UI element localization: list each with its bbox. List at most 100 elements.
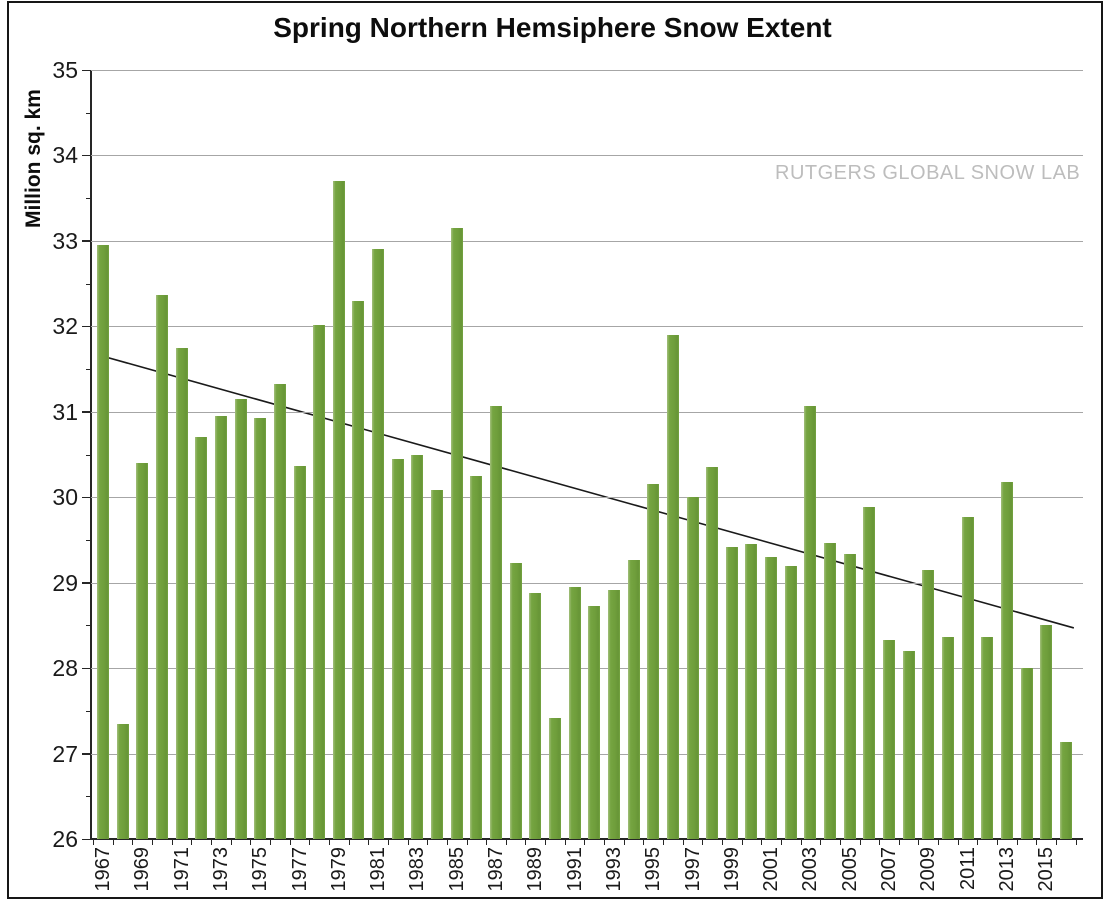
y-tick-label-35: 35 bbox=[52, 57, 78, 83]
x-tick bbox=[859, 839, 861, 845]
y-major-tick-33 bbox=[82, 240, 90, 242]
x-tick-label-1993: 1993 bbox=[602, 847, 625, 892]
bar-1984 bbox=[431, 490, 444, 839]
watermark-rutgers-global-snow-lab: RUTGERS GLOBAL SNOW LAB bbox=[775, 162, 1081, 184]
bar-1975 bbox=[254, 417, 267, 839]
y-minor-tick-31.5 bbox=[86, 369, 90, 371]
y-tick-label-30: 30 bbox=[52, 484, 78, 511]
x-tick-label-1977: 1977 bbox=[288, 847, 311, 892]
x-tick bbox=[191, 839, 193, 845]
x-tick bbox=[1016, 839, 1018, 845]
x-tick-label-1981: 1981 bbox=[367, 847, 390, 892]
x-tick bbox=[702, 839, 704, 845]
x-tick bbox=[505, 839, 507, 845]
bar-1985 bbox=[450, 228, 463, 839]
bar-1998 bbox=[706, 467, 719, 839]
bar-2005 bbox=[843, 554, 856, 839]
y-minor-tick-30.5 bbox=[86, 454, 90, 456]
y-minor-tick-34.5 bbox=[86, 112, 90, 114]
y-tick-label-28: 28 bbox=[52, 655, 78, 682]
x-tick bbox=[171, 839, 173, 845]
x-tick bbox=[721, 839, 723, 845]
y-tick-label-32: 32 bbox=[52, 313, 78, 340]
bar-1995 bbox=[647, 484, 660, 839]
x-tick bbox=[800, 839, 802, 845]
bar-1979 bbox=[332, 181, 345, 839]
bar-1967 bbox=[97, 245, 109, 839]
y-minor-tick-27.5 bbox=[86, 710, 90, 712]
x-tick bbox=[761, 839, 763, 845]
x-tick bbox=[918, 839, 920, 845]
x-tick bbox=[682, 839, 684, 845]
bar-2011 bbox=[961, 516, 974, 839]
bar-1974 bbox=[234, 398, 247, 839]
x-tick bbox=[93, 839, 95, 845]
gridline-34 bbox=[91, 155, 1083, 157]
x-tick bbox=[604, 839, 606, 845]
x-tick-label-1983: 1983 bbox=[406, 847, 429, 892]
x-tick-label-1967: 1967 bbox=[92, 847, 114, 892]
x-tick bbox=[997, 839, 999, 845]
x-tick bbox=[957, 839, 959, 845]
bar-1994 bbox=[627, 559, 640, 839]
x-tick bbox=[211, 839, 213, 845]
x-tick bbox=[898, 839, 900, 845]
y-tick-label-33: 33 bbox=[52, 227, 78, 254]
x-tick-label-2003: 2003 bbox=[799, 847, 822, 892]
x-tick bbox=[230, 839, 232, 845]
y-major-tick-27 bbox=[82, 753, 90, 755]
x-tick bbox=[820, 839, 822, 845]
bar-2001 bbox=[765, 557, 778, 839]
x-tick-label-2007: 2007 bbox=[878, 847, 900, 892]
x-tick-label-1969: 1969 bbox=[131, 847, 154, 892]
x-axis-line bbox=[90, 838, 1083, 840]
bar-2014 bbox=[1020, 668, 1033, 839]
x-tick bbox=[663, 839, 665, 845]
bar-2003 bbox=[804, 405, 817, 839]
bar-1971 bbox=[175, 347, 188, 839]
bar-2004 bbox=[824, 542, 837, 839]
chart-title: Spring Northern Hemsiphere Snow Extent bbox=[273, 12, 832, 43]
bar-1973 bbox=[214, 416, 227, 839]
x-tick-label-1971: 1971 bbox=[170, 847, 193, 892]
y-minor-tick-33.5 bbox=[86, 198, 90, 200]
x-tick-label-2009: 2009 bbox=[917, 847, 940, 892]
bar-1968 bbox=[116, 723, 129, 839]
bar-2006 bbox=[863, 507, 876, 839]
x-tick-label-1995: 1995 bbox=[642, 847, 665, 892]
x-tick bbox=[623, 839, 625, 845]
bar-1982 bbox=[391, 458, 404, 839]
x-tick bbox=[545, 839, 547, 845]
gridline-29 bbox=[91, 582, 1083, 584]
y-tick-label-26: 26 bbox=[52, 826, 78, 852]
gridline-32 bbox=[91, 326, 1083, 328]
x-tick bbox=[407, 839, 409, 845]
bar-2013 bbox=[1000, 481, 1013, 839]
x-tick bbox=[132, 839, 134, 845]
x-tick-label-1975: 1975 bbox=[249, 847, 272, 892]
bar-2009 bbox=[922, 569, 935, 839]
x-tick bbox=[309, 839, 311, 845]
bar-2010 bbox=[941, 636, 954, 839]
x-tick-label-2015: 2015 bbox=[1035, 847, 1058, 892]
x-tick bbox=[525, 839, 527, 845]
y-major-tick-28 bbox=[82, 667, 90, 670]
bar-1980 bbox=[352, 300, 365, 839]
gridline-35 bbox=[91, 70, 1083, 71]
bar-1976 bbox=[273, 384, 286, 839]
x-tick bbox=[564, 839, 566, 845]
x-tick bbox=[1075, 839, 1077, 845]
bar-1981 bbox=[372, 249, 385, 839]
x-tick bbox=[741, 839, 743, 845]
y-minor-tick-32.5 bbox=[86, 283, 90, 285]
bar-2012 bbox=[981, 636, 994, 839]
bar-1987 bbox=[490, 405, 502, 839]
bar-1990 bbox=[548, 717, 561, 839]
x-tick bbox=[112, 839, 114, 845]
x-tick-label-2013: 2013 bbox=[995, 847, 1018, 892]
bar-1989 bbox=[529, 592, 542, 839]
plot-area bbox=[82, 69, 1083, 845]
bar-2015 bbox=[1040, 625, 1053, 839]
x-tick bbox=[977, 839, 979, 845]
